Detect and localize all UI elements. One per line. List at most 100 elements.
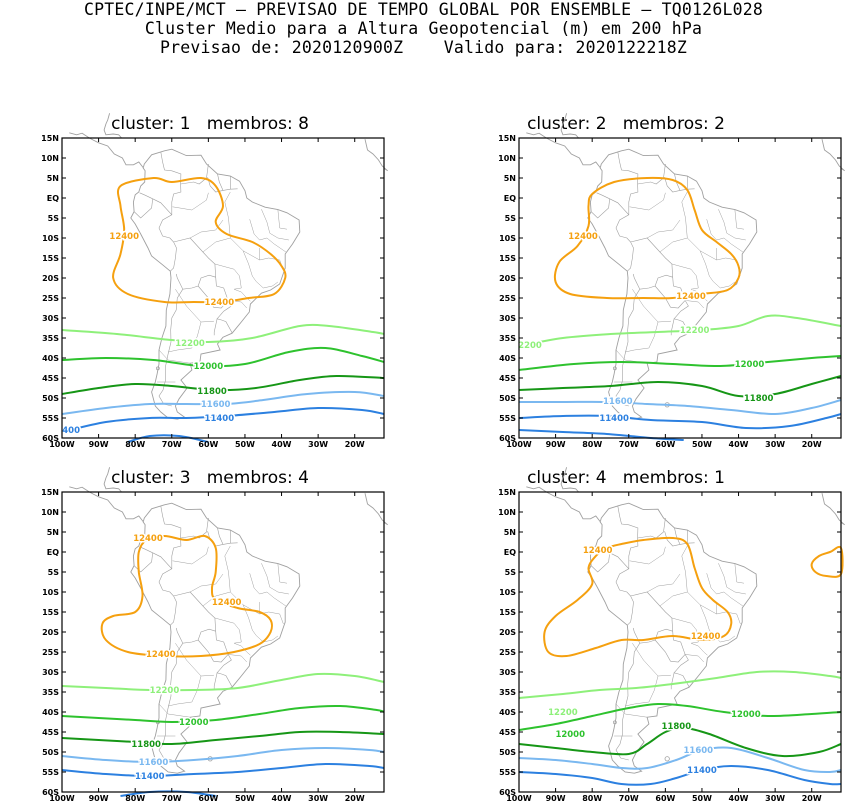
- state-border: [706, 219, 724, 241]
- state-border: [671, 263, 699, 290]
- basemap: [526, 113, 845, 420]
- lat-tick-label: 15N: [41, 134, 59, 143]
- caribbean-coastline: [103, 113, 122, 139]
- lon-tick-label: 30W: [765, 440, 785, 449]
- lon-tick-label: 60W: [198, 794, 218, 803]
- lon-tick-label: 60W: [198, 440, 218, 449]
- country-border: [590, 552, 610, 573]
- country-border: [637, 163, 666, 185]
- lat-tick-label: 45S: [499, 374, 516, 383]
- caribbean-coastline: [560, 113, 579, 139]
- state-border: [189, 219, 224, 239]
- contour-line-11600: [518, 746, 842, 774]
- contour-label: 12400: [583, 546, 613, 556]
- lon-tick-label: 80W: [125, 794, 145, 803]
- contour-label: 12200: [548, 708, 578, 718]
- lon-tick-label: 20W: [802, 440, 822, 449]
- lat-tick-label: 5N: [47, 528, 59, 537]
- state-border: [632, 643, 659, 703]
- contour-line-11600: [61, 390, 385, 415]
- contour-label: 11800: [197, 387, 227, 397]
- lat-tick-label: 15N: [498, 488, 516, 497]
- lon-tick-label: 50W: [235, 794, 255, 803]
- lat-tick-label: 60S: [499, 788, 516, 797]
- axis-ticks: 15N 10N 5N EQ 5S 10S 15S 20S 25S 30S 35S 40S 45S 50S 5…: [41, 488, 384, 803]
- state-border: [214, 617, 242, 644]
- state-border: [720, 635, 736, 643]
- country-border: [217, 527, 224, 545]
- lat-tick-label: 45S: [499, 728, 516, 737]
- state-border: [202, 237, 260, 261]
- contour-label: 11600: [684, 746, 714, 756]
- country-border: [160, 151, 182, 215]
- state-border: [242, 604, 264, 643]
- state-border: [263, 635, 279, 643]
- contour-line-12400: [543, 536, 733, 658]
- lat-tick-label: 55S: [42, 414, 59, 423]
- state-border: [615, 703, 648, 718]
- country-border: [139, 192, 153, 200]
- contour-label: 11400: [205, 414, 235, 424]
- lon-tick-label: 20W: [802, 794, 822, 803]
- lat-tick-label: 20S: [499, 628, 516, 637]
- country-border: [590, 198, 610, 219]
- state-border: [200, 674, 214, 677]
- map-panel-cluster-3: cluster: 3 membros: 4 12400 12400 12400 122…: [0, 462, 420, 803]
- lon-tick-label: 20W: [345, 794, 365, 803]
- lon-tick-label: 30W: [308, 794, 328, 803]
- axis-ticks: 15N 10N 5N EQ 5S 10S 15S 20S 25S 30S 35S 40S 45S 50S 5…: [498, 488, 841, 803]
- lon-tick-label: 50W: [692, 794, 712, 803]
- state-border: [233, 288, 251, 302]
- state-border: [172, 546, 209, 565]
- lat-tick-label: 10S: [42, 588, 59, 597]
- central-america-coastline: [526, 486, 601, 522]
- state-border: [659, 591, 717, 615]
- lat-tick-label: 50S: [499, 394, 516, 403]
- state-border: [249, 219, 267, 241]
- lat-tick-label: 15S: [42, 254, 59, 263]
- map-svg: 12400 12400 12200 12000 12000 11800 11600 11400…: [498, 467, 845, 803]
- lat-tick-label: 15S: [499, 254, 516, 263]
- lat-tick-label: 30S: [42, 314, 59, 323]
- country-border: [674, 527, 681, 545]
- contour-line-11400: [518, 765, 842, 786]
- lon-tick-label: 90W: [89, 794, 109, 803]
- country-border: [158, 289, 184, 407]
- contour-line-12200: [61, 323, 385, 344]
- state-border: [690, 642, 708, 656]
- header-line-3: Previsao de: 2020120900Z Valido para: 20…: [160, 38, 687, 57]
- africa-coastline: [821, 493, 845, 526]
- lon-tick-label: 90W: [546, 440, 566, 449]
- lon-tick-label: 100W: [506, 440, 532, 449]
- contour-label: 12400: [676, 292, 706, 302]
- lat-tick-label: 30S: [499, 668, 516, 677]
- state-border: [168, 347, 192, 353]
- map-svg: 1240012400122002200120001180011600114001…: [498, 113, 845, 449]
- central-america-coastline: [526, 132, 601, 168]
- africa-coastline: [821, 139, 845, 172]
- state-border: [629, 546, 666, 565]
- country-border: [664, 177, 695, 193]
- contour-line-12200: [518, 314, 842, 347]
- contour-line-12000: [518, 702, 842, 731]
- lon-tick-label: 80W: [582, 794, 602, 803]
- axis-ticks: 15N 10N 5N EQ 5S 10S 15S 20S 25S 30S 35S 40S 45S 50S 5…: [498, 134, 841, 449]
- state-border: [681, 545, 688, 593]
- state-border: [718, 209, 746, 241]
- contour-label: 12400: [212, 598, 242, 608]
- country-border: [596, 546, 610, 554]
- caribbean-coastline: [103, 467, 122, 493]
- state-border: [671, 617, 699, 644]
- country-border: [180, 163, 209, 185]
- country-border: [197, 277, 229, 309]
- lat-tick-label: 20S: [42, 274, 59, 283]
- lon-tick-label: 100W: [49, 440, 75, 449]
- contour-label: 12400: [568, 232, 598, 242]
- lon-tick-label: 60W: [655, 794, 675, 803]
- state-border: [720, 281, 736, 289]
- map-panel-cluster-2: cluster: 2 membros: 2 12400 12400 12200 220…: [458, 108, 847, 449]
- chiloe-island: [156, 366, 160, 371]
- state-border: [261, 209, 289, 241]
- contour-label: 12400: [133, 534, 163, 544]
- country-border: [654, 631, 686, 663]
